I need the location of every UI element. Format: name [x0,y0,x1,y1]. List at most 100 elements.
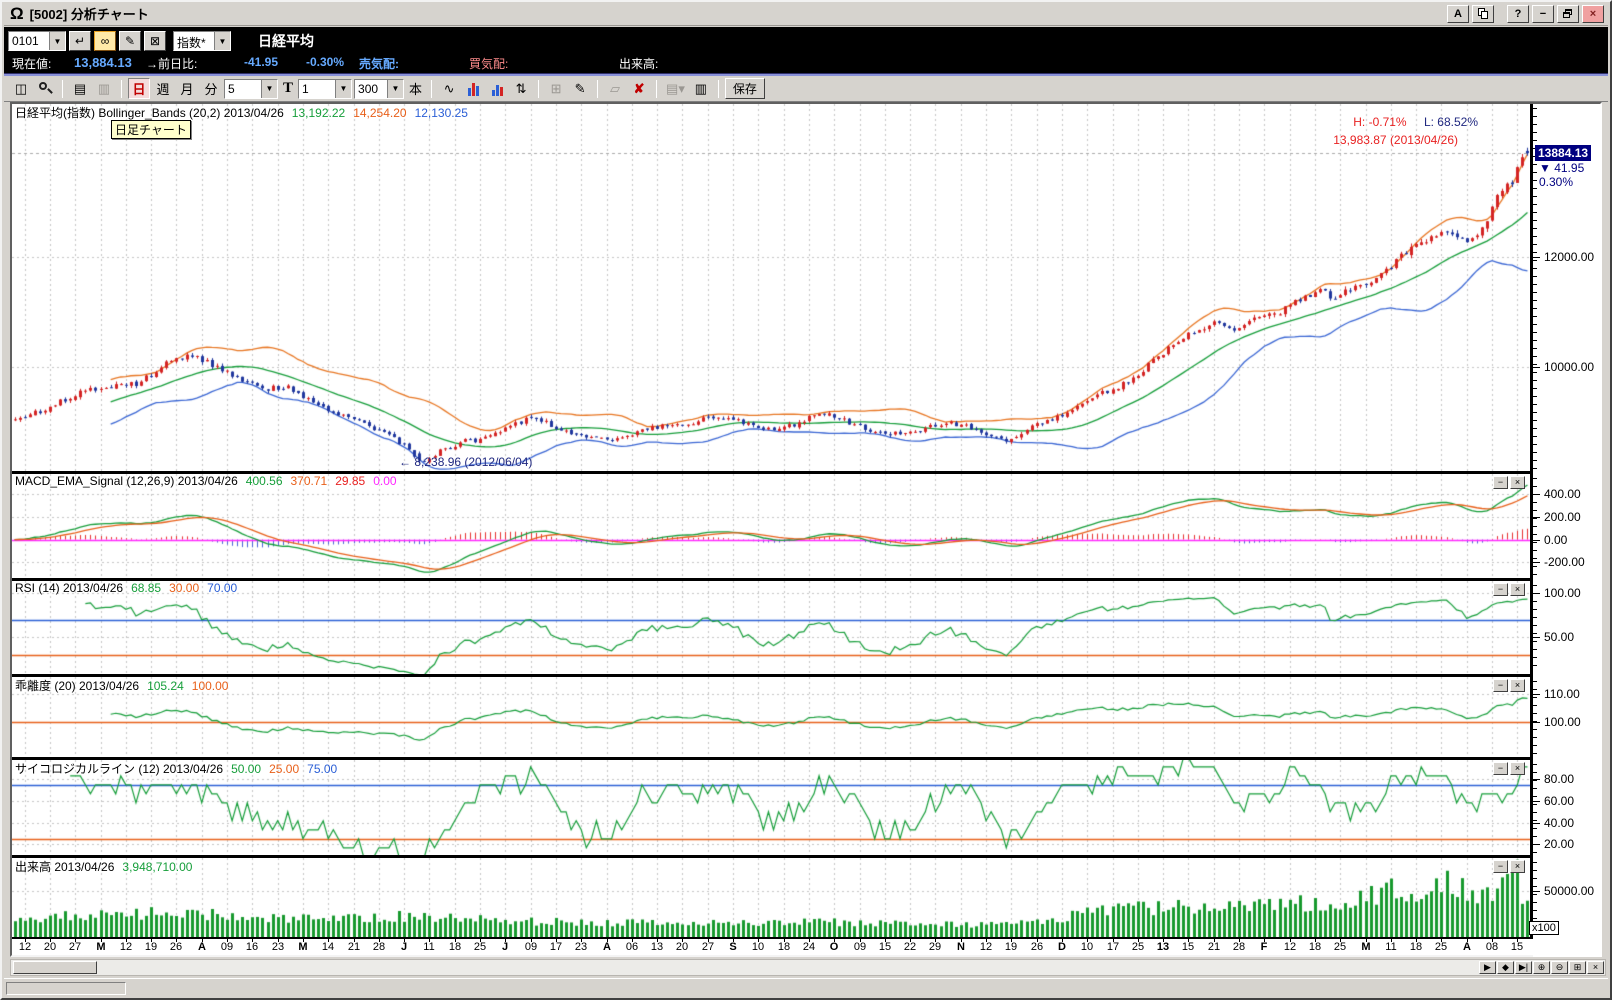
date-label: 18 [777,941,791,953]
axis-minor-tick [1533,558,1537,559]
price-pct-label: 0.30% [1539,175,1574,189]
zoom-out-button[interactable]: ⊖ [1551,961,1568,974]
date-tick [708,939,709,942]
line-chart-icon[interactable]: ∿ [438,78,461,99]
scroll-right-button[interactable]: ▶ [1479,961,1496,974]
volume-panel[interactable]: 出来高 2013/04/26 3,948,710.00 − × [12,858,1530,937]
symbol-list-icon[interactable]: ◫ [10,78,32,99]
scrollbar-thumb[interactable] [13,961,97,974]
axis-minor-tick [1533,542,1537,543]
restore-button[interactable] [1557,4,1579,23]
market-select[interactable]: 指数* ▼ [173,31,231,51]
volume-canvas[interactable] [12,858,1530,937]
indicator-value: 30.00 [169,581,200,595]
font-button[interactable]: A [1447,4,1469,23]
psychological-canvas[interactable] [12,760,1530,855]
price-chart-canvas[interactable] [12,104,1530,471]
copy-window-button[interactable] [1472,4,1494,23]
panel-minimize-button[interactable]: − [1493,762,1508,775]
bars-icon [491,82,503,96]
clear-button[interactable]: ⊠ [144,31,166,51]
axis-minor-tick [1533,625,1537,626]
high-pct-label: H: -0.71% [1353,115,1407,129]
panel-close-button[interactable]: × [1510,583,1525,596]
panel-title: サイコロジカルライン (12) 2013/04/26 [15,762,224,776]
axis-minor-tick [1533,641,1537,642]
minimize-button[interactable]: − [1532,4,1554,23]
eraser-icon[interactable]: ▱ [604,78,627,99]
panel-close-button[interactable]: × [1510,476,1525,489]
date-tick [176,939,177,942]
chevron-down-icon[interactable]: ▼ [261,79,277,98]
panel-minimize-button[interactable]: − [1493,583,1508,596]
delete-drawing-icon[interactable]: ✘ [628,78,651,99]
axis-label: 200.00 [1544,510,1581,524]
updown-arrows-icon[interactable]: ⇅ [510,78,533,99]
price-panel[interactable]: 日経平均(指数) Bollinger_Bands (20,2) 2013/04/… [12,104,1530,471]
help-button[interactable]: ? [1507,4,1529,23]
horizontal-scrollbar[interactable]: ▶ ◆ ▶| ⊕ ⊖ ⊞ × [10,959,1606,976]
date-tick [202,939,203,942]
bar-chart-icon[interactable] [486,78,509,99]
jump-latest-button[interactable]: ▶| [1515,961,1532,974]
grid-toggle-button[interactable]: ⊞ [1569,961,1586,974]
axis-minor-tick [1533,878,1537,879]
draw-pencil-icon[interactable]: ✎ [569,78,592,99]
enter-button[interactable]: ↵ [69,31,91,51]
axis-minor-tick [1533,428,1537,429]
day-period-button[interactable]: 日 [128,78,150,99]
interval-value: 5 [228,81,235,96]
interval-select[interactable]: 5 ▼ [224,78,278,99]
panel-minimize-button[interactable]: − [1493,860,1508,873]
axis-minor-tick [1533,745,1537,746]
panel-minimize-button[interactable]: − [1493,679,1508,692]
edit-memo-button[interactable]: ✎ [119,31,141,51]
panel-close-button[interactable]: × [1510,860,1525,873]
toolbar-separator [431,79,433,98]
psychological-panel[interactable]: サイコロジカルライン (12) 2013/04/26 50.00 25.00 75.0… [12,760,1530,855]
date-label: D [1058,941,1066,953]
new-page-icon[interactable]: ▤ [69,78,91,99]
candlestick-chart-icon[interactable] [462,78,485,99]
chevron-down-icon[interactable]: ▼ [387,79,404,98]
zoom-in-button[interactable]: ⊕ [1533,961,1550,974]
date-label: 12 [18,941,32,953]
panel-minimize-button[interactable]: − [1493,476,1508,489]
axis-major-tick [1533,367,1540,368]
macd-panel[interactable]: MACD_EMA_Signal (12,26,9) 2013/04/26 400.… [12,474,1530,578]
zoom-icon[interactable] [34,78,56,99]
date-tick [75,939,76,942]
panel-close-button[interactable]: × [1510,679,1525,692]
bar-count-select[interactable]: 300 ▼ [354,78,405,99]
minute-period-button[interactable]: 分 [200,78,222,99]
close-scroll-button[interactable]: × [1587,961,1604,974]
export-page-icon[interactable]: ▥ [689,78,712,99]
layout-page-icon[interactable]: ▤▾ [663,78,688,99]
chevron-down-icon[interactable]: ▼ [49,32,65,50]
date-label: O [829,941,839,953]
close-button[interactable]: × [1582,4,1604,23]
panel-close-button[interactable]: × [1510,762,1525,775]
copy-page-icon[interactable]: ▥ [93,78,115,99]
symbol-code-combobox[interactable]: 0101 ▼ [8,31,66,51]
rsi-canvas[interactable] [12,581,1530,674]
axis-minor-tick [1533,108,1537,109]
grid-settings-icon[interactable]: ⊞ [545,78,568,99]
save-button[interactable]: 保存 [724,78,765,99]
macd-canvas[interactable] [12,474,1530,578]
month-period-button[interactable]: 月 [176,78,198,99]
tick-select[interactable]: 1 ▼ [298,78,353,99]
axis-minor-tick [1533,518,1537,519]
search-binoculars-button[interactable]: ∞ [94,31,116,51]
chevron-down-icon[interactable]: ▼ [335,79,352,98]
quote-bar: 0101 ▼ ↵ ∞ ✎ ⊠ 指数* ▼ 日経平均 現在値: 13,884.13… [4,27,1608,76]
fit-button[interactable]: ◆ [1497,961,1514,974]
kairi-panel[interactable]: 乖離度 (20) 2013/04/26 105.24 100.00 − × [12,677,1530,757]
week-period-button[interactable]: 週 [152,78,174,99]
chevron-down-icon[interactable]: ▼ [214,32,230,50]
date-label: 26 [169,941,183,953]
rsi-panel[interactable]: RSI (14) 2013/04/26 68.85 30.00 70.00 − × [12,581,1530,674]
panel-title: MACD_EMA_Signal (12,26,9) 2013/04/26 [15,474,238,488]
date-label: 14 [321,941,335,953]
kairi-canvas[interactable] [12,677,1530,757]
